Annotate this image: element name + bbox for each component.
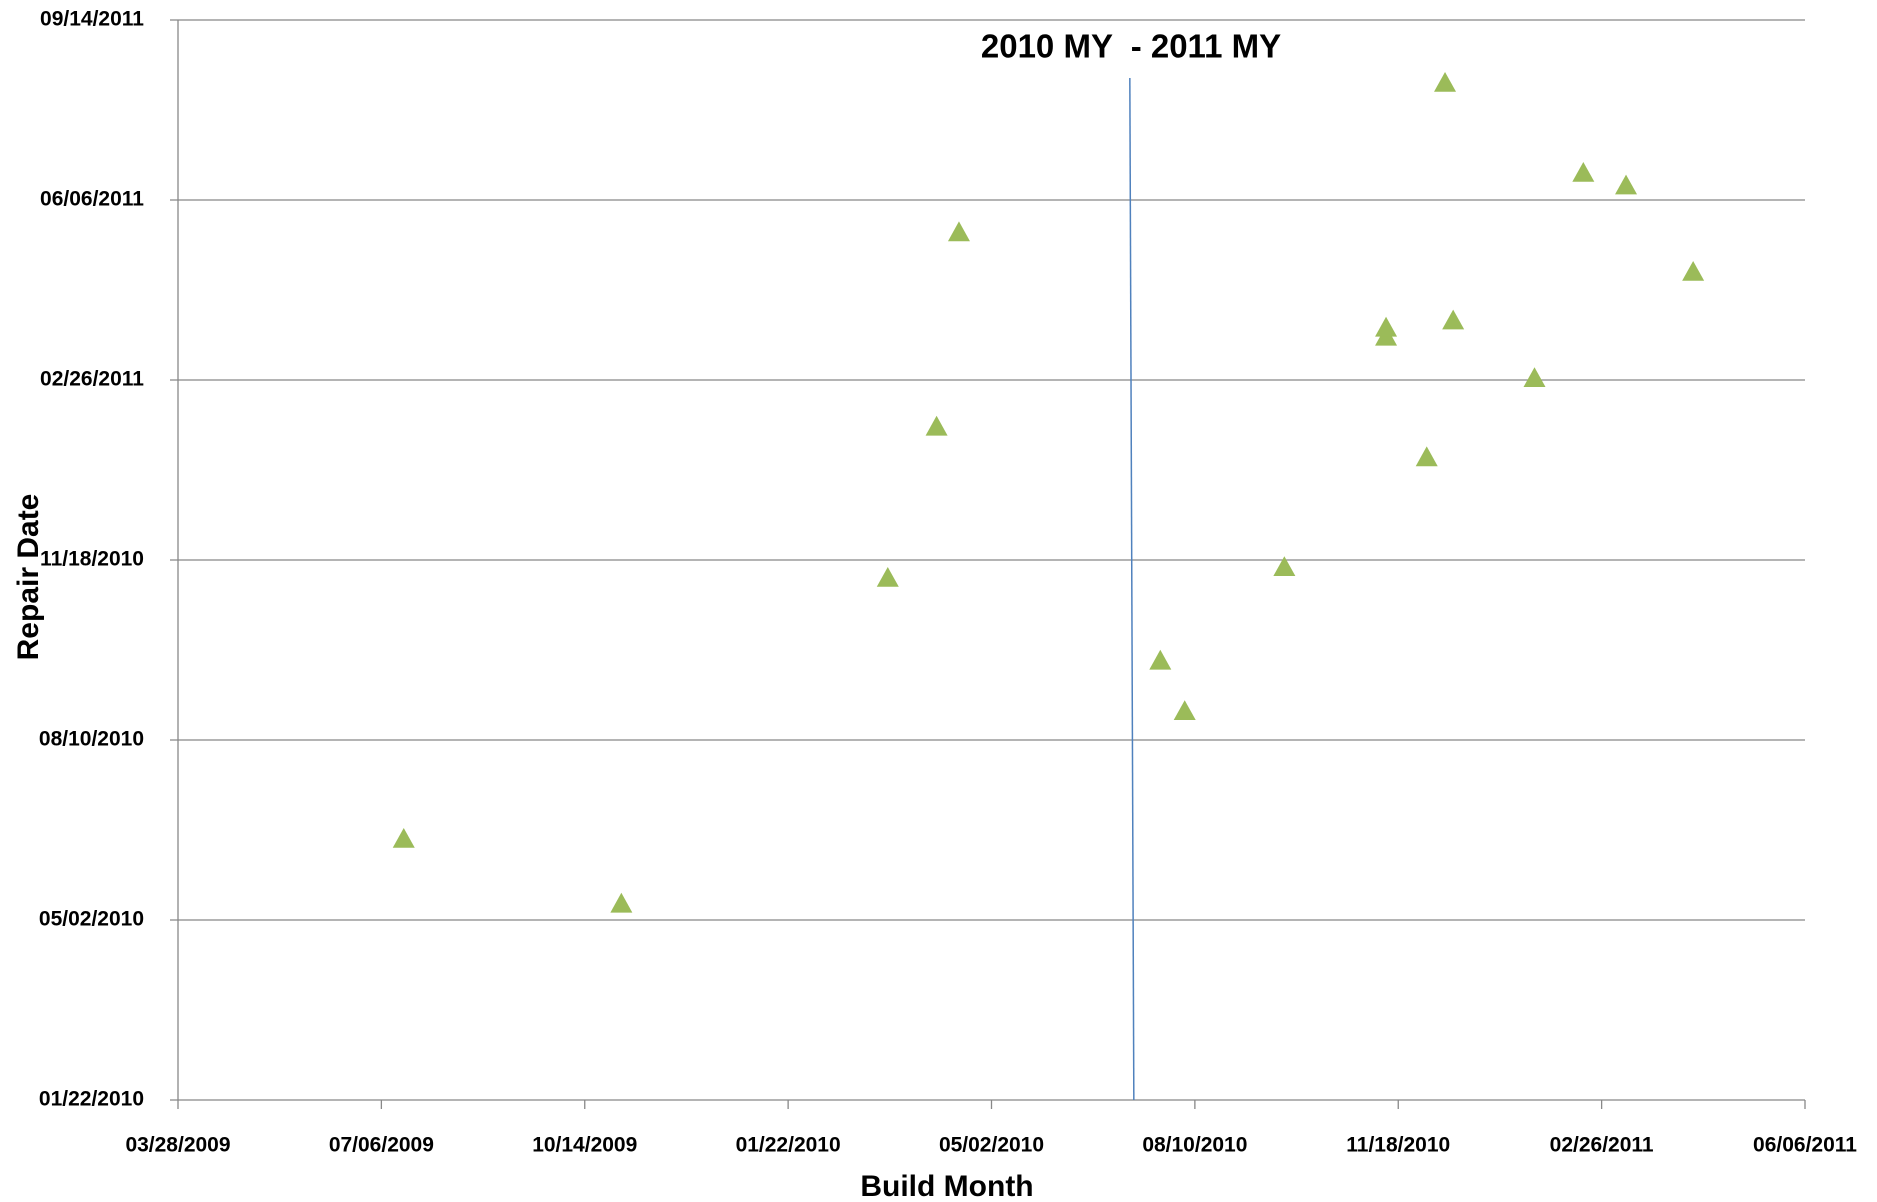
point xyxy=(1149,649,1172,670)
y-axis-title: Repair Date xyxy=(12,494,45,661)
x-tick-label: 08/10/2010 xyxy=(1142,1134,1247,1157)
point xyxy=(1523,367,1546,387)
point xyxy=(1273,556,1296,576)
point xyxy=(1415,446,1438,467)
point xyxy=(610,892,633,913)
point xyxy=(1173,700,1196,720)
x-tick-label: 10/14/2009 xyxy=(532,1134,637,1157)
point xyxy=(392,828,415,848)
point xyxy=(1375,316,1398,337)
point xyxy=(1434,72,1457,92)
x-tick-label: 05/02/2010 xyxy=(939,1134,1044,1157)
x-tick-label: 06/06/2011 xyxy=(1753,1134,1857,1157)
x-tick-label: 01/22/2010 xyxy=(736,1134,841,1157)
point xyxy=(876,567,899,587)
point xyxy=(1682,261,1705,281)
y-tick-label: 02/26/2011 xyxy=(40,368,144,391)
y-tick-label: 09/14/2011 xyxy=(40,8,144,31)
y-tick-label: 08/10/2010 xyxy=(39,728,144,751)
x-axis-title: Build Month xyxy=(860,1170,1033,1202)
point xyxy=(1615,174,1638,195)
y-tick-label: 06/06/2011 xyxy=(40,188,144,211)
y-tick-label: 01/22/2010 xyxy=(39,1088,144,1111)
x-tick-label: 07/06/2009 xyxy=(329,1134,434,1157)
reference-line xyxy=(1129,77,1135,1101)
point xyxy=(1572,162,1595,182)
x-tick-label: 03/28/2009 xyxy=(125,1134,230,1157)
point xyxy=(1442,309,1465,330)
x-tick-label: 11/18/2010 xyxy=(1346,1134,1450,1157)
y-tick-label: 05/02/2010 xyxy=(39,908,144,931)
point xyxy=(925,415,948,436)
y-tick-label: 11/18/2010 xyxy=(40,548,144,571)
annotation: 2010 MY - 2011 MY xyxy=(981,28,1281,65)
x-tick-label: 02/26/2011 xyxy=(1550,1134,1654,1157)
point xyxy=(947,221,970,242)
